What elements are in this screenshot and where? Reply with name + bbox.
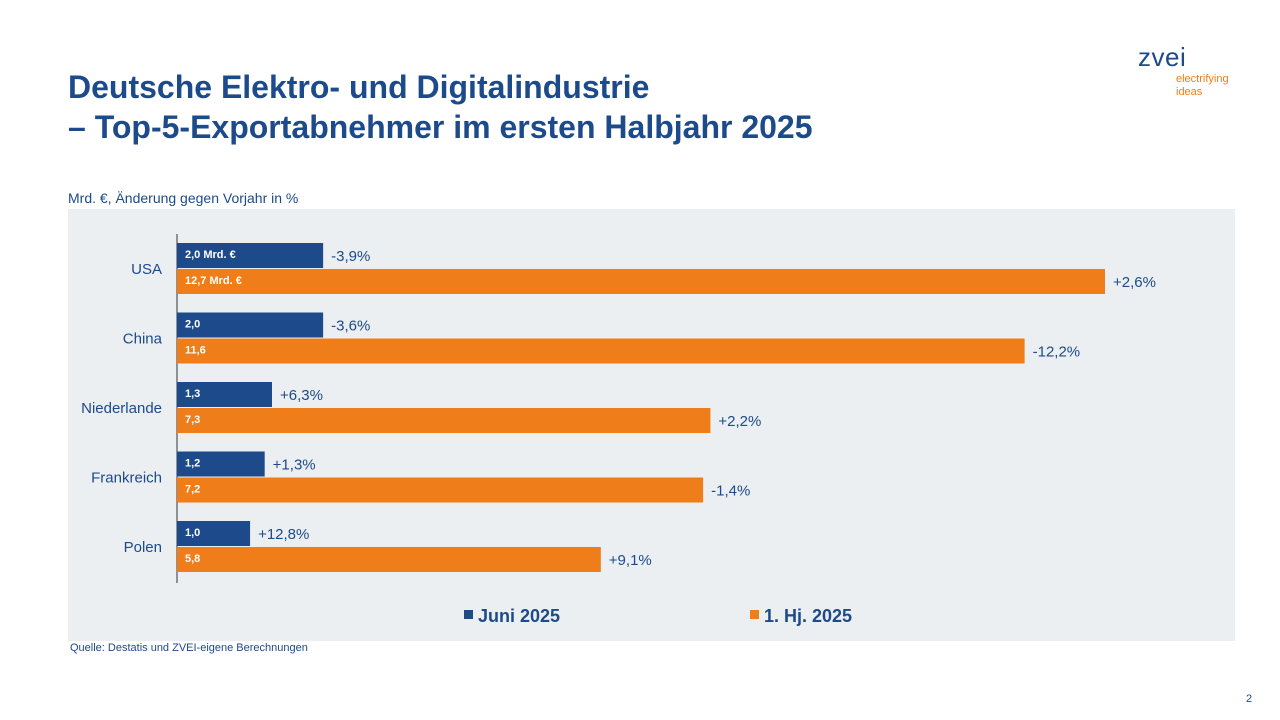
- bar-change-label: +1,3%: [273, 457, 316, 474]
- bar-change-label: +6,3%: [280, 387, 323, 404]
- page-subtitle: – Top-5-Exportabnehmer im ersten Halbjah…: [68, 109, 813, 145]
- bar: [177, 477, 704, 503]
- bar-value-label: 2,0 Mrd. €: [185, 249, 236, 261]
- legend-swatch: [750, 610, 759, 619]
- legend-label: Juni 2025: [478, 606, 560, 626]
- chart-unit-note: Mrd. €, Änderung gegen Vorjahr in %: [68, 190, 299, 206]
- logo-tagline-line-1: electrifying: [1176, 73, 1229, 85]
- bar: [177, 269, 1105, 294]
- category-label: Polen: [124, 539, 162, 556]
- category-label: Niederlande: [81, 400, 162, 417]
- bar-value-label: 7,3: [185, 414, 200, 426]
- page-number: 2: [1246, 693, 1253, 705]
- bar-change-label: +9,1%: [609, 552, 652, 569]
- bar: [177, 312, 324, 338]
- bar: [177, 451, 265, 477]
- category-label: Frankreich: [91, 470, 162, 487]
- bar-change-label: +2,2%: [718, 413, 761, 430]
- page-title: Deutsche Elektro- und Digitalindustrie: [68, 69, 650, 105]
- bar: [177, 243, 324, 268]
- bar-value-label: 1,0: [185, 527, 200, 539]
- legend-label: 1. Hj. 2025: [764, 606, 852, 626]
- bar-change-label: +2,6%: [1113, 274, 1156, 291]
- bar-value-label: 2,0: [185, 319, 200, 331]
- bar-value-label: 7,2: [185, 484, 200, 496]
- bar-change-label: -12,2%: [1033, 344, 1081, 361]
- bar-value-label: 1,2: [185, 458, 200, 470]
- logo-tagline-line-2: ideas: [1176, 86, 1203, 98]
- legend-swatch: [464, 610, 473, 619]
- category-label: USA: [131, 261, 162, 278]
- bar: [177, 521, 251, 546]
- bar: [177, 382, 272, 407]
- bar-change-label: -3,9%: [331, 248, 370, 265]
- bar-value-label: 1,3: [185, 388, 200, 400]
- source-note: Quelle: Destatis und ZVEI-eigene Berechn…: [70, 642, 308, 654]
- bar: [177, 338, 1025, 364]
- bar-change-label: -1,4%: [711, 483, 750, 500]
- bar-change-label: -3,6%: [331, 318, 370, 335]
- bar-change-label: +12,8%: [258, 526, 309, 543]
- bar: [177, 547, 601, 572]
- logo-wordmark: zvei: [1138, 42, 1187, 72]
- bar-value-label: 5,8: [185, 553, 200, 565]
- bar-value-label: 12,7 Mrd. €: [185, 275, 242, 287]
- bar-value-label: 11,6: [185, 345, 206, 357]
- bar: [177, 408, 711, 433]
- category-label: China: [123, 331, 163, 348]
- zvei-logo: zvei electrifying ideas: [1138, 42, 1248, 98]
